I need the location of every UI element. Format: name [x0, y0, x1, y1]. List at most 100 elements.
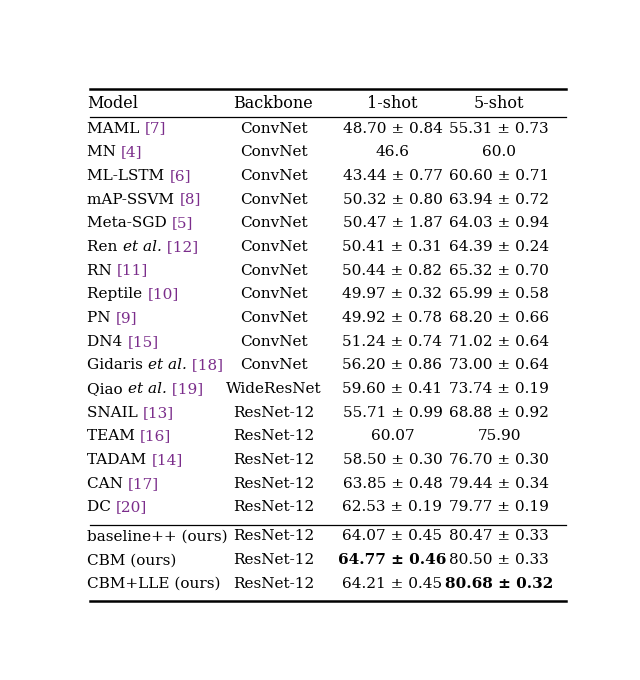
Text: ConvNet: ConvNet: [239, 192, 307, 207]
Text: Gidaris: Gidaris: [88, 358, 148, 373]
Text: ConvNet: ConvNet: [239, 216, 307, 231]
Text: ConvNet: ConvNet: [239, 146, 307, 159]
Text: [15]: [15]: [127, 335, 159, 349]
Text: Reptile: Reptile: [88, 288, 147, 301]
Text: [10]: [10]: [147, 288, 179, 301]
Text: ML-LSTM: ML-LSTM: [88, 169, 170, 183]
Text: 80.50 ± 0.33: 80.50 ± 0.33: [449, 553, 549, 567]
Text: 62.53 ± 0.19: 62.53 ± 0.19: [342, 500, 442, 515]
Text: [7]: [7]: [145, 122, 166, 135]
Text: MN: MN: [88, 146, 121, 159]
Text: Qiao: Qiao: [88, 382, 128, 396]
Text: 65.32 ± 0.70: 65.32 ± 0.70: [449, 264, 549, 277]
Text: 65.99 ± 0.58: 65.99 ± 0.58: [449, 288, 549, 301]
Text: WideResNet: WideResNet: [226, 382, 321, 396]
Text: Model: Model: [88, 95, 138, 112]
Text: 1-shot: 1-shot: [367, 95, 418, 112]
Text: 48.70 ± 0.84: 48.70 ± 0.84: [342, 122, 442, 135]
Text: CAN: CAN: [88, 477, 128, 491]
Text: TADAM: TADAM: [88, 453, 152, 467]
Text: [9]: [9]: [116, 311, 138, 325]
Text: Backbone: Backbone: [234, 95, 314, 112]
Text: et al.: et al.: [128, 382, 167, 396]
Text: ConvNet: ConvNet: [239, 240, 307, 254]
Text: [12]: [12]: [161, 240, 198, 254]
Text: ResNet-12: ResNet-12: [233, 477, 314, 491]
Text: ResNet-12: ResNet-12: [233, 577, 314, 591]
Text: ConvNet: ConvNet: [239, 122, 307, 135]
Text: et al.: et al.: [123, 240, 161, 254]
Text: 68.20 ± 0.66: 68.20 ± 0.66: [449, 311, 549, 325]
Text: 56.20 ± 0.86: 56.20 ± 0.86: [342, 358, 442, 373]
Text: et al.: et al.: [148, 358, 187, 373]
Text: 73.74 ± 0.19: 73.74 ± 0.19: [449, 382, 549, 396]
Text: [5]: [5]: [172, 216, 193, 231]
Text: Meta-SGD: Meta-SGD: [88, 216, 172, 231]
Text: 64.03 ± 0.94: 64.03 ± 0.94: [449, 216, 549, 231]
Text: CBM (ours): CBM (ours): [88, 553, 177, 567]
Text: 63.85 ± 0.48: 63.85 ± 0.48: [342, 477, 442, 491]
Text: SNAIL: SNAIL: [88, 406, 143, 420]
Text: [4]: [4]: [121, 146, 143, 159]
Text: ConvNet: ConvNet: [239, 311, 307, 325]
Text: 79.77 ± 0.19: 79.77 ± 0.19: [449, 500, 549, 515]
Text: 80.47 ± 0.33: 80.47 ± 0.33: [449, 530, 549, 543]
Text: ResNet-12: ResNet-12: [233, 406, 314, 420]
Text: [14]: [14]: [152, 453, 182, 467]
Text: 73.00 ± 0.64: 73.00 ± 0.64: [449, 358, 549, 373]
Text: MAML: MAML: [88, 122, 145, 135]
Text: ResNet-12: ResNet-12: [233, 429, 314, 443]
Text: 64.07 ± 0.45: 64.07 ± 0.45: [342, 530, 442, 543]
Text: 50.44 ± 0.82: 50.44 ± 0.82: [342, 264, 442, 277]
Text: 59.60 ± 0.41: 59.60 ± 0.41: [342, 382, 442, 396]
Text: DN4: DN4: [88, 335, 127, 349]
Text: [13]: [13]: [143, 406, 174, 420]
Text: 50.47 ± 1.87: 50.47 ± 1.87: [342, 216, 442, 231]
Text: 75.90: 75.90: [477, 429, 521, 443]
Text: 79.44 ± 0.34: 79.44 ± 0.34: [449, 477, 549, 491]
Text: 49.97 ± 0.32: 49.97 ± 0.32: [342, 288, 442, 301]
Text: PN: PN: [88, 311, 116, 325]
Text: ConvNet: ConvNet: [239, 335, 307, 349]
Text: 60.60 ± 0.71: 60.60 ± 0.71: [449, 169, 549, 183]
Text: ResNet-12: ResNet-12: [233, 530, 314, 543]
Text: [8]: [8]: [179, 192, 201, 207]
Text: CBM+LLE (ours): CBM+LLE (ours): [88, 577, 221, 591]
Text: ResNet-12: ResNet-12: [233, 500, 314, 515]
Text: [6]: [6]: [170, 169, 191, 183]
Text: Ren: Ren: [88, 240, 123, 254]
Text: ConvNet: ConvNet: [239, 264, 307, 277]
Text: [11]: [11]: [117, 264, 148, 277]
Text: 76.70 ± 0.30: 76.70 ± 0.30: [449, 453, 549, 467]
Text: [18]: [18]: [187, 358, 223, 373]
Text: [20]: [20]: [116, 500, 147, 515]
Text: [19]: [19]: [167, 382, 203, 396]
Text: ResNet-12: ResNet-12: [233, 553, 314, 567]
Text: 64.77 ± 0.46: 64.77 ± 0.46: [339, 553, 447, 567]
Text: 43.44 ± 0.77: 43.44 ± 0.77: [342, 169, 442, 183]
Text: ConvNet: ConvNet: [239, 169, 307, 183]
Text: ConvNet: ConvNet: [239, 358, 307, 373]
Text: baseline++ (ours): baseline++ (ours): [88, 530, 228, 543]
Text: 5-shot: 5-shot: [474, 95, 524, 112]
Text: 55.31 ± 0.73: 55.31 ± 0.73: [449, 122, 549, 135]
Text: 50.32 ± 0.80: 50.32 ± 0.80: [342, 192, 442, 207]
Text: 60.07: 60.07: [371, 429, 414, 443]
Text: 71.02 ± 0.64: 71.02 ± 0.64: [449, 335, 549, 349]
Text: 58.50 ± 0.30: 58.50 ± 0.30: [342, 453, 442, 467]
Text: 46.6: 46.6: [376, 146, 410, 159]
Text: 63.94 ± 0.72: 63.94 ± 0.72: [449, 192, 549, 207]
Text: ConvNet: ConvNet: [239, 288, 307, 301]
Text: 49.92 ± 0.78: 49.92 ± 0.78: [342, 311, 442, 325]
Text: RN: RN: [88, 264, 117, 277]
Text: 50.41 ± 0.31: 50.41 ± 0.31: [342, 240, 442, 254]
Text: 60.0: 60.0: [482, 146, 516, 159]
Text: TEAM: TEAM: [88, 429, 140, 443]
Text: 68.88 ± 0.92: 68.88 ± 0.92: [449, 406, 549, 420]
Text: 80.68 ± 0.32: 80.68 ± 0.32: [445, 577, 553, 591]
Text: 64.39 ± 0.24: 64.39 ± 0.24: [449, 240, 549, 254]
Text: 55.71 ± 0.99: 55.71 ± 0.99: [342, 406, 442, 420]
Text: DC: DC: [88, 500, 116, 515]
Text: [17]: [17]: [128, 477, 159, 491]
Text: mAP-SSVM: mAP-SSVM: [88, 192, 179, 207]
